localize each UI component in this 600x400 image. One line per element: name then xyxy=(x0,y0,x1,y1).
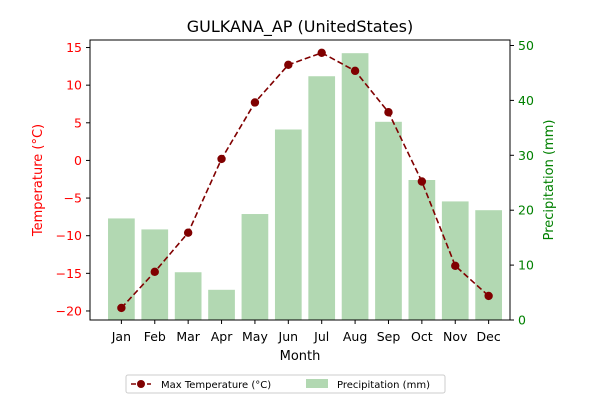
left-axis-label: Temperature (°C) xyxy=(31,124,46,237)
x-tick-label-jun: Jun xyxy=(278,329,299,344)
x-tick-label-apr: Apr xyxy=(211,329,233,344)
legend-label-temperature: Max Temperature (°C) xyxy=(161,380,271,391)
legend: Max Temperature (°C) Precipitation (mm) xyxy=(125,374,446,394)
left-tick-label: −10 xyxy=(56,228,82,243)
temperature-line xyxy=(120,51,490,309)
precip-bar-dec xyxy=(475,210,502,320)
temperature-point-nov xyxy=(451,261,460,271)
legend-label-precipitation: Precipitation (mm) xyxy=(337,380,430,391)
precip-bar-jan xyxy=(108,218,135,320)
left-tick-label: 5 xyxy=(74,115,82,130)
x-tick-label-jul: Jul xyxy=(313,329,329,344)
temperature-point-aug xyxy=(350,66,360,76)
temperature-point-may xyxy=(250,98,260,107)
temperature-point-oct xyxy=(417,177,427,186)
x-tick-label-aug: Aug xyxy=(343,329,367,344)
precip-bar-jul xyxy=(308,76,336,321)
right-tick-label: 10 xyxy=(518,258,534,273)
x-axis-label: Month xyxy=(280,349,321,364)
temperature-point-mar xyxy=(183,228,193,237)
right-tick-label: 0 xyxy=(518,313,526,328)
temperature-point-dec xyxy=(484,291,493,301)
precip-bar-mar xyxy=(174,272,202,320)
left-tick-label: 0 xyxy=(74,153,82,168)
precip-bar-jun xyxy=(274,129,302,320)
x-tick-label-dec: Dec xyxy=(477,329,501,344)
x-tick-label-oct: Oct xyxy=(411,329,433,344)
temperature-point-apr xyxy=(217,154,226,164)
precipitation-bars xyxy=(108,53,502,321)
left-tick-label: −15 xyxy=(56,266,82,281)
right-axis-ticks: 0 10 20 30 40 50 xyxy=(510,38,534,328)
temperature-line-series xyxy=(117,48,493,313)
left-tick-label: −5 xyxy=(64,191,82,206)
precip-bar-may xyxy=(241,214,269,320)
right-tick-label: 30 xyxy=(518,148,534,163)
left-tick-label: −20 xyxy=(56,303,82,318)
right-tick-label: 50 xyxy=(518,38,534,53)
x-axis-ticks: Jan Feb Mar Apr May Jun Jul Aug Sep Oct Nov Dec xyxy=(111,320,501,344)
legend-bar-swatch xyxy=(306,379,328,388)
right-axis-label: Precipitation (mm) xyxy=(542,120,557,241)
temperature-point-feb xyxy=(150,267,159,277)
plot-frame xyxy=(89,39,511,321)
temperature-point-jan xyxy=(117,303,126,313)
x-tick-label-feb: Feb xyxy=(144,329,166,344)
precip-bar-nov xyxy=(441,201,469,320)
right-tick-label: 20 xyxy=(518,203,534,218)
chart-title: GULKANA_AP (UnitedStates) xyxy=(187,17,414,37)
left-tick-label: 15 xyxy=(66,40,82,55)
precip-bar-apr xyxy=(208,289,235,320)
precip-bar-aug xyxy=(341,53,369,321)
temperature-point-sep xyxy=(384,108,393,117)
x-tick-label-may: May xyxy=(242,329,268,344)
temperature-point-jun xyxy=(284,60,293,70)
left-axis-ticks: −20 −15 −10 −5 0 5 10 15 xyxy=(56,40,90,318)
right-tick-label: 40 xyxy=(518,93,534,108)
left-tick-label: 10 xyxy=(66,78,82,93)
precip-bar-oct xyxy=(408,180,436,320)
legend-frame xyxy=(125,374,446,394)
temperature-point-jul xyxy=(317,48,326,57)
precip-bar-sep xyxy=(375,121,402,320)
x-tick-label-sep: Sep xyxy=(377,329,401,344)
x-tick-label-mar: Mar xyxy=(176,329,200,344)
legend-marker-swatch xyxy=(137,380,145,388)
x-tick-label-jan: Jan xyxy=(111,329,131,344)
x-tick-label-nov: Nov xyxy=(443,329,468,344)
